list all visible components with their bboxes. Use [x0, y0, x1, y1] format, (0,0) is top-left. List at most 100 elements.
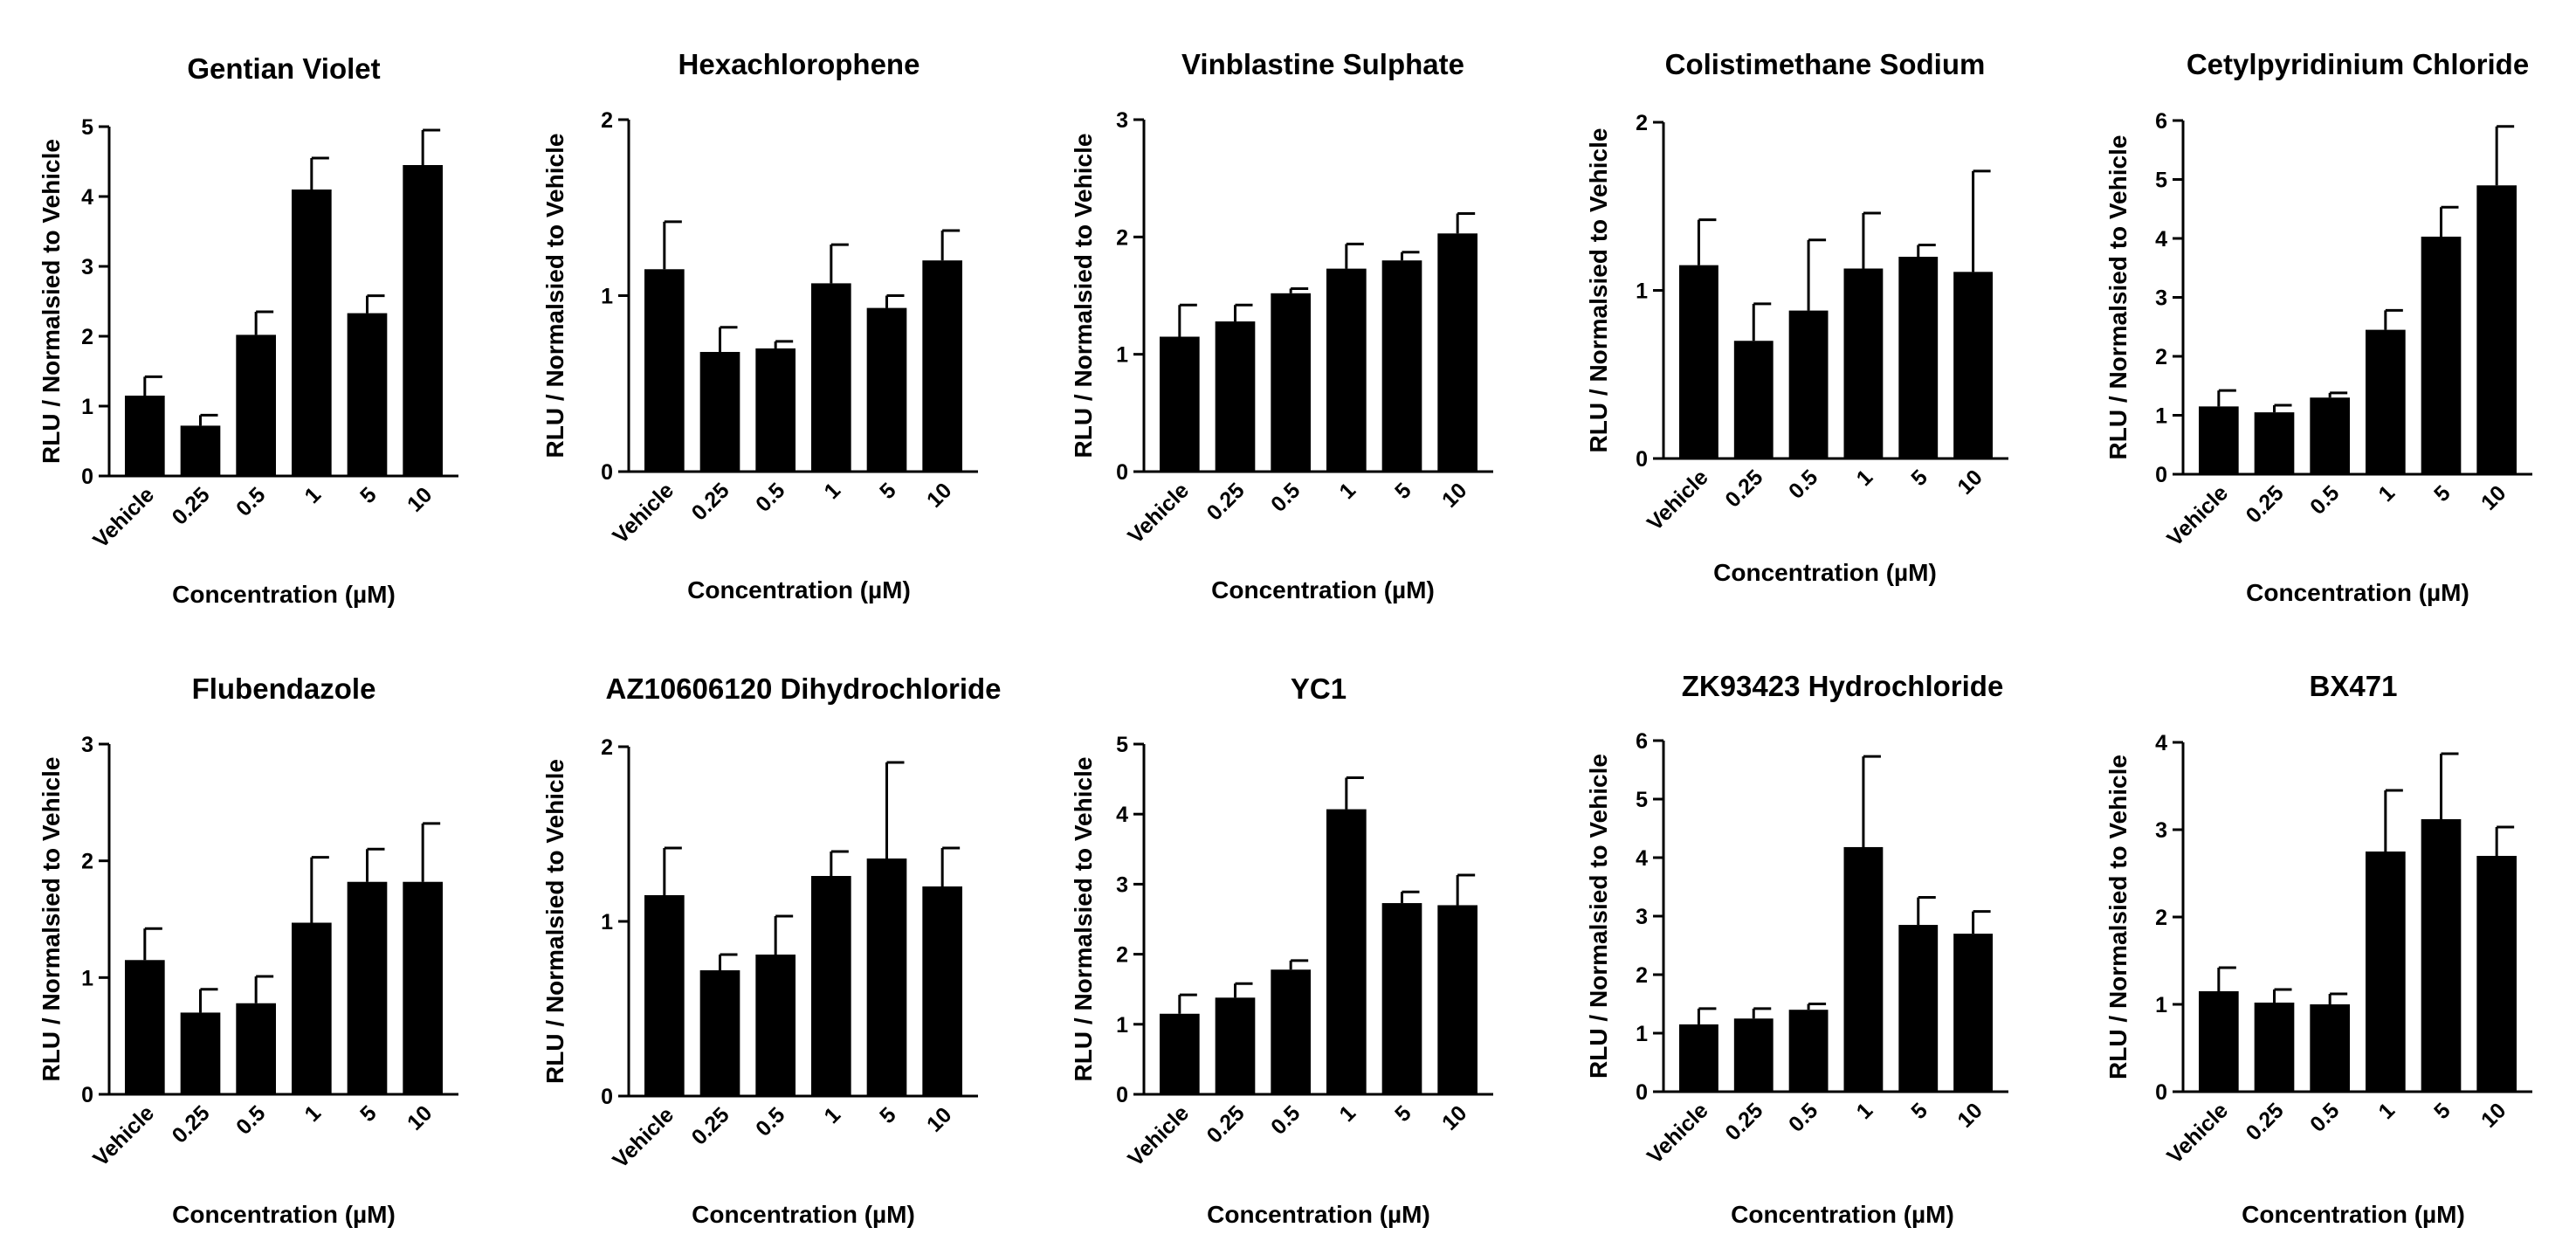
- x-tick-label: Vehicle: [1123, 478, 1194, 548]
- y-tick-label: 2: [81, 325, 93, 349]
- y-tick-label: 6: [2155, 109, 2167, 134]
- x-tick-label: 1: [1852, 465, 1878, 491]
- bar-2: [236, 334, 276, 476]
- y-tick-label: 2: [1636, 111, 1648, 135]
- bar-1: [1215, 997, 1256, 1094]
- bar-0: [644, 895, 685, 1096]
- x-tick-label: 1: [819, 1102, 845, 1128]
- bar-3: [811, 283, 851, 472]
- x-axis-title: Concentration (µM): [1207, 1201, 1430, 1228]
- x-tick-label: 10: [2476, 480, 2511, 514]
- bar-4: [347, 313, 388, 476]
- y-tick-label: 0: [1116, 460, 1128, 485]
- bar-1: [699, 970, 740, 1096]
- bar-1: [1215, 321, 1256, 472]
- x-tick-label: 1: [300, 1100, 326, 1127]
- x-tick-label: 0.25: [168, 482, 215, 529]
- x-tick-label: 5: [875, 478, 901, 504]
- y-tick-label: 0: [1636, 1080, 1648, 1105]
- x-tick-label: 0.5: [2305, 480, 2344, 519]
- x-tick-label: Vehicle: [1123, 1100, 1194, 1171]
- y-tick-label: 1: [81, 966, 93, 990]
- bar-5: [922, 886, 962, 1096]
- y-tick-label: 6: [1636, 729, 1648, 754]
- y-tick-label: 3: [2155, 286, 2167, 311]
- y-tick-label: 0: [1636, 447, 1648, 472]
- x-tick-label: 0.25: [687, 478, 734, 525]
- chart-title: Flubendazole: [192, 672, 376, 705]
- bar-4: [1381, 260, 1422, 472]
- chart-title: AZ10606120 Dihydrochloride: [605, 672, 1001, 705]
- y-tick-label: 1: [1636, 1022, 1648, 1046]
- y-tick-label: 2: [2155, 345, 2167, 369]
- bar-4: [866, 859, 907, 1096]
- x-tick-label: 5: [1906, 1098, 1932, 1124]
- x-tick-label: Vehicle: [88, 1100, 159, 1171]
- bar-1: [1733, 1018, 1774, 1092]
- bar-2: [2310, 1004, 2350, 1092]
- x-axis-title: Concentration (µM): [1731, 1201, 1954, 1228]
- y-tick-label: 4: [2155, 731, 2167, 755]
- y-tick-label: 2: [81, 850, 93, 874]
- y-tick-label: 3: [1636, 905, 1648, 929]
- bar-1: [1733, 341, 1774, 459]
- y-tick-label: 1: [2155, 993, 2167, 1017]
- chart-panel: YC1 0 1 2 3 4 5 Vehicle 0.25 0.5 1 5 10 Concentration…: [1070, 672, 1493, 1228]
- x-tick-label: Vehicle: [88, 482, 159, 553]
- bar-4: [866, 307, 907, 472]
- y-tick-label: 2: [1636, 963, 1648, 988]
- bar-3: [292, 922, 332, 1094]
- y-axis-title: RLU / Normalsied to Vehicle: [2104, 135, 2132, 460]
- x-axis-title: Concentration (µM): [1713, 559, 1937, 586]
- y-tick-label: 1: [1116, 343, 1128, 368]
- x-tick-label: 5: [355, 482, 382, 508]
- y-tick-label: 5: [1116, 733, 1128, 757]
- bar-3: [1326, 809, 1367, 1094]
- y-tick-label: 1: [601, 910, 613, 934]
- bar-2: [755, 955, 796, 1096]
- bar-5: [1437, 233, 1477, 472]
- x-tick-label: 5: [875, 1102, 901, 1128]
- y-tick-label: 1: [601, 285, 613, 309]
- bar-0: [2199, 991, 2239, 1092]
- x-tick-label: Vehicle: [1643, 1098, 1713, 1169]
- x-tick-label: 0.25: [1720, 1098, 1767, 1145]
- bar-4: [2421, 819, 2462, 1092]
- bar-0: [2199, 406, 2239, 474]
- x-tick-label: Vehicle: [2162, 1098, 2233, 1169]
- x-tick-label: 10: [922, 1102, 956, 1136]
- x-axis-title: Concentration (µM): [692, 1201, 915, 1228]
- bar-1: [2254, 1003, 2295, 1092]
- y-tick-label: 3: [1116, 108, 1128, 133]
- bar-5: [1437, 905, 1477, 1094]
- chart-title: YC1: [1291, 672, 1347, 705]
- chart-panel: Colistimethane Sodium 0 1 2 Vehicle 0.25 0.5 1 5…: [1585, 48, 2008, 586]
- y-axis-title: RLU / Normalsied to Vehicle: [541, 134, 568, 459]
- y-tick-label: 4: [81, 185, 93, 210]
- y-axis-title: RLU / Normalsied to Vehicle: [1070, 134, 1097, 459]
- x-tick-label: Vehicle: [2162, 480, 2233, 551]
- x-tick-label: 5: [2429, 480, 2455, 507]
- bar-5: [403, 165, 443, 476]
- x-tick-label: 0.5: [751, 1102, 789, 1141]
- x-tick-label: 0.5: [231, 482, 270, 521]
- x-axis-title: Concentration (µM): [172, 1201, 396, 1228]
- y-tick-label: 0: [1116, 1083, 1128, 1107]
- x-tick-label: 1: [1334, 1100, 1360, 1127]
- bar-4: [2421, 236, 2462, 474]
- y-tick-label: 0: [601, 460, 613, 485]
- x-tick-label: 1: [2373, 480, 2400, 507]
- y-tick-label: 3: [2155, 818, 2167, 843]
- y-tick-label: 0: [2155, 463, 2167, 487]
- bar-3: [2366, 852, 2406, 1092]
- bar-4: [347, 881, 388, 1094]
- y-axis-title: RLU / Normalsied to Vehicle: [541, 759, 568, 1084]
- y-tick-label: 0: [81, 465, 93, 489]
- bar-2: [1271, 969, 1311, 1094]
- chart-title: Hexachlorophene: [678, 48, 920, 80]
- y-tick-label: 0: [601, 1085, 613, 1109]
- bar-5: [1953, 934, 1993, 1092]
- bar-3: [292, 190, 332, 476]
